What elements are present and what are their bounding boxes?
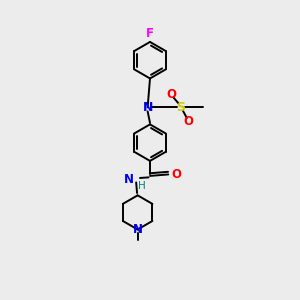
Text: N: N — [142, 101, 153, 114]
Text: N: N — [124, 173, 134, 186]
Text: S: S — [176, 101, 185, 114]
Text: N: N — [133, 223, 142, 236]
Text: F: F — [146, 27, 154, 40]
Text: O: O — [167, 88, 176, 100]
Text: O: O — [183, 115, 193, 128]
Text: O: O — [171, 168, 181, 181]
Text: H: H — [138, 181, 146, 190]
